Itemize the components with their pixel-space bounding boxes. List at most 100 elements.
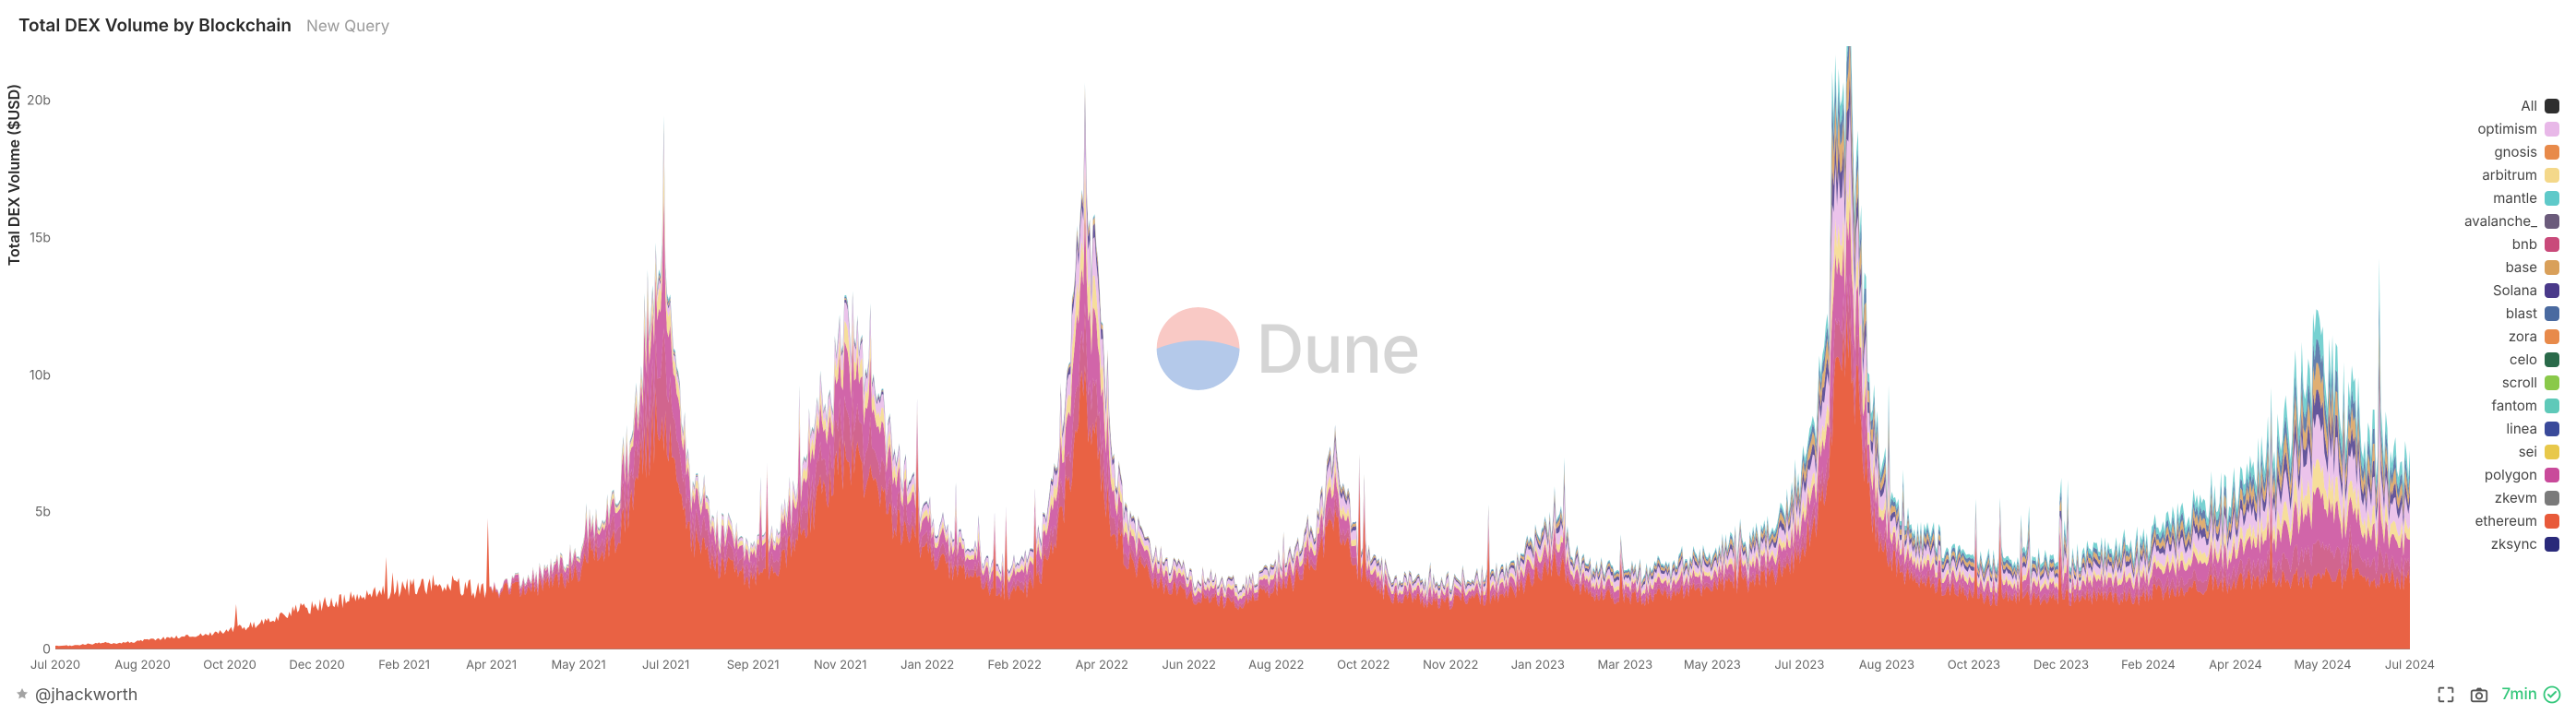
legend-label: zksync [2491,535,2537,553]
x-tick: Dec 2023 [2033,658,2089,672]
x-tick: Feb 2022 [988,658,1042,672]
legend-item-solana[interactable]: Solana [2493,281,2559,299]
legend-label: scroll [2502,374,2537,391]
check-circle-icon [2543,685,2561,704]
x-tick: Mar 2023 [1597,658,1652,672]
y-tick: 5b [18,505,51,520]
legend-item-polygon[interactable]: polygon [2485,466,2559,483]
legend-item-celo[interactable]: celo [2510,351,2559,368]
legend-item-avalanche_[interactable]: avalanche_ [2464,212,2559,230]
legend-item-arbitrum[interactable]: arbitrum [2482,166,2559,184]
x-tick: Jun 2022 [1163,658,1216,672]
refresh-status[interactable]: 7min [2502,685,2561,704]
legend-item-mantle[interactable]: mantle [2493,189,2559,207]
pin-icon [15,687,30,702]
x-tick: Aug 2023 [1859,658,1914,672]
legend-swatch [2545,352,2559,367]
legend-label: All [2521,97,2537,114]
legend-swatch [2545,422,2559,436]
legend-label: linea [2507,420,2537,437]
legend-label: sei [2519,443,2537,460]
x-tick: Oct 2020 [203,658,256,672]
legend-item-blast[interactable]: blast [2506,304,2559,322]
legend-label: arbitrum [2482,166,2537,184]
legend-item-all[interactable]: All [2521,97,2559,114]
legend-swatch [2545,306,2559,321]
legend-swatch [2545,468,2559,482]
x-tick: Jul 2024 [2385,658,2435,672]
legend-label: zkevm [2495,489,2537,506]
legend-swatch [2545,399,2559,413]
y-tick: 0 [18,642,51,658]
author-label: @jhackworth [35,685,137,705]
legend-swatch [2545,260,2559,275]
x-tick: Jan 2022 [900,658,954,672]
y-tick: 10b [18,367,51,383]
x-tick: Jul 2020 [30,658,80,672]
y-tick: 20b [18,93,51,109]
legend-item-zkevm[interactable]: zkevm [2495,489,2559,506]
legend-label: fantom [2492,397,2538,414]
x-tick: Sep 2021 [727,658,780,672]
legend-swatch [2545,168,2559,183]
legend-label: celo [2510,351,2537,368]
x-tick: May 2021 [552,658,606,672]
legend-item-bnb[interactable]: bnb [2512,235,2559,253]
x-tick: Oct 2022 [1337,658,1389,672]
legend-swatch [2545,191,2559,206]
author-handle[interactable]: @jhackworth [15,685,137,705]
x-tick: Oct 2023 [1948,658,2000,672]
legend-swatch [2545,237,2559,252]
legend-label: polygon [2485,466,2537,483]
legend-swatch [2545,329,2559,344]
legend-item-ethereum[interactable]: ethereum [2475,512,2559,530]
x-tick: Jul 2023 [1774,658,1824,672]
expand-icon[interactable] [2436,684,2456,705]
chart-title: Total DEX Volume by Blockchain [18,15,292,36]
x-tick: Jul 2021 [642,658,689,672]
x-tick: Apr 2022 [1075,658,1127,672]
x-tick: May 2023 [1684,658,1741,672]
legend-swatch [2545,145,2559,160]
legend-swatch [2545,122,2559,137]
x-tick: Feb 2024 [2121,658,2176,672]
x-tick: Apr 2021 [466,658,517,672]
legend-swatch [2545,491,2559,506]
stacked-area-chart[interactable] [55,46,2410,649]
camera-icon[interactable] [2469,684,2489,705]
legend-swatch [2545,283,2559,298]
refresh-label: 7min [2502,685,2537,704]
legend-label: ethereum [2475,512,2537,530]
legend-swatch [2545,537,2559,552]
legend-item-zksync[interactable]: zksync [2491,535,2559,553]
x-tick: Feb 2021 [378,658,430,672]
x-tick: Jan 2023 [1511,658,1565,672]
legend-swatch [2545,445,2559,459]
x-tick: Aug 2022 [1248,658,1304,672]
legend-item-sei[interactable]: sei [2519,443,2559,460]
x-tick: May 2024 [2294,658,2351,672]
legend-item-gnosis[interactable]: gnosis [2494,143,2559,161]
legend-label: zora [2509,327,2537,345]
x-tick: Apr 2024 [2209,658,2262,672]
legend-item-scroll[interactable]: scroll [2502,374,2559,391]
legend-label: blast [2506,304,2537,322]
legend: All optimism gnosis arbitrum mantle avalanche… [2464,97,2559,553]
legend-item-fantom[interactable]: fantom [2492,397,2560,414]
legend-label: avalanche_ [2464,212,2537,230]
legend-item-linea[interactable]: linea [2507,420,2559,437]
legend-label: gnosis [2494,143,2537,161]
legend-label: mantle [2493,189,2537,207]
new-query-link[interactable]: New Query [306,18,389,36]
legend-label: Solana [2493,281,2537,299]
y-tick: 15b [18,231,51,246]
legend-item-zora[interactable]: zora [2509,327,2559,345]
legend-item-optimism[interactable]: optimism [2477,120,2559,137]
legend-item-base[interactable]: base [2506,258,2559,276]
legend-swatch [2545,214,2559,229]
x-tick: Aug 2020 [114,658,171,672]
chart-plot-area: Total DEX Volume ($USD) 05b10b15b20bJul … [55,46,2410,649]
legend-swatch [2545,99,2559,113]
x-tick: Nov 2021 [814,658,867,672]
legend-swatch [2545,375,2559,390]
